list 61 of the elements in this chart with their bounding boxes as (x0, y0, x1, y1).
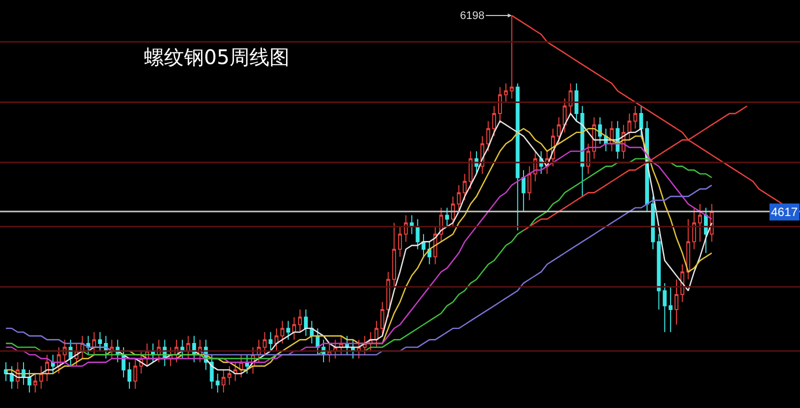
candlestick (504, 82, 508, 103)
candlestick (574, 82, 578, 122)
candlestick (486, 120, 490, 152)
candlestick (422, 234, 426, 258)
candlestick (698, 204, 702, 242)
candlestick (568, 82, 573, 114)
candlestick (286, 320, 290, 340)
candlestick (416, 218, 420, 250)
candlestick (392, 222, 396, 288)
candlestick (380, 302, 384, 336)
candlestick (522, 170, 526, 212)
candlestick (222, 369, 226, 393)
annotation: 4617 (771, 205, 798, 219)
candlestick (227, 366, 232, 386)
candlestick (280, 320, 284, 344)
candlestick (704, 207, 708, 254)
candlestick (39, 366, 44, 390)
candlestick (268, 332, 273, 352)
candlestick (304, 309, 308, 336)
candlestick (80, 335, 84, 360)
annotation: 6198 (460, 10, 484, 22)
candlestick (662, 282, 667, 333)
candlestick (410, 214, 414, 235)
candlestick (651, 196, 655, 250)
candlestick (598, 116, 602, 144)
candlestick (404, 214, 408, 242)
candlestick (456, 184, 461, 212)
candlestick (580, 106, 584, 197)
candlestick (556, 116, 561, 144)
candlestick (498, 86, 502, 122)
candlestick (656, 234, 661, 310)
candlestick (4, 362, 8, 382)
candlestick (10, 366, 14, 390)
candlestick (274, 328, 278, 352)
candlestick (668, 286, 673, 333)
candlestick (133, 358, 138, 390)
candlestick (51, 354, 55, 374)
candlestick (298, 309, 302, 333)
candlestick (462, 173, 467, 201)
candlestick (586, 143, 590, 174)
candlestick (468, 150, 473, 190)
candlestick (33, 373, 38, 393)
candlestick (527, 166, 532, 201)
candlestick (98, 332, 102, 352)
candlestick (633, 106, 638, 130)
candlestick (127, 362, 132, 390)
candlestick (492, 106, 496, 137)
candlestick (627, 113, 632, 140)
candlestick (692, 207, 696, 250)
candlestick (216, 373, 220, 393)
candlestick (398, 226, 402, 258)
candlestick (516, 82, 520, 231)
candlestick (262, 332, 267, 356)
candlestick (451, 196, 455, 228)
candlestick (292, 316, 296, 340)
candlestick (27, 369, 32, 393)
candlestick (674, 278, 678, 326)
candlestick (427, 241, 432, 265)
candlestick (445, 207, 449, 228)
candlestick (686, 218, 690, 280)
text: 螺纹钢05周线图 (144, 45, 290, 70)
